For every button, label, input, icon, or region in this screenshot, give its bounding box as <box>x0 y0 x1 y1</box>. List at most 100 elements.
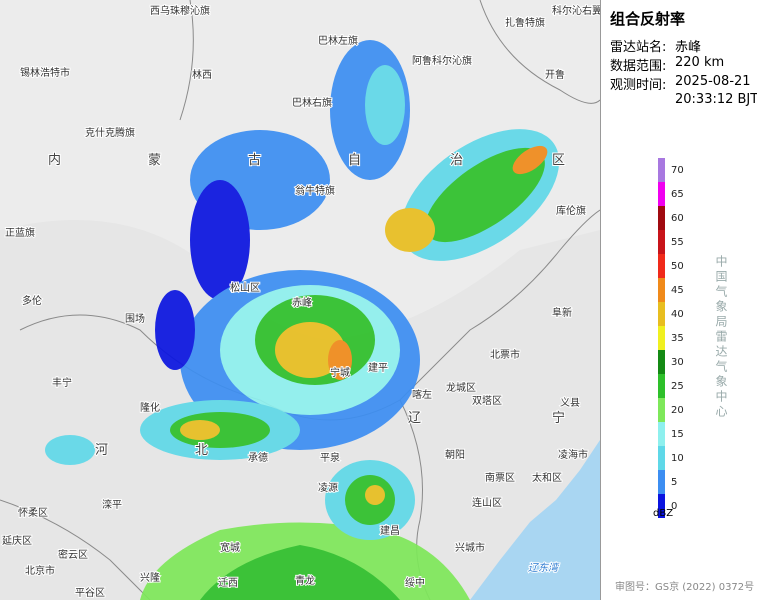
legend-swatch <box>658 182 665 206</box>
place-label: 扎鲁特旗 <box>505 16 545 29</box>
legend-swatch <box>658 374 665 398</box>
place-label: 赤峰 <box>292 297 312 309</box>
legend-swatch <box>658 470 665 494</box>
time: 20:33:12 BJT <box>675 92 757 107</box>
legend-label: 70 <box>671 165 684 176</box>
place-label: 龙城区 <box>446 381 476 394</box>
legend-label: 60 <box>671 213 684 224</box>
radar-echoes <box>45 40 560 600</box>
place-label: 治 <box>450 153 463 168</box>
place-label: 绥中 <box>405 576 425 589</box>
place-label: 义县 <box>560 397 580 409</box>
approval: 审图号：GS京 (2022) 0372号 <box>615 582 755 593</box>
place-label: 西乌珠穆沁旗 <box>150 4 210 17</box>
legend-swatch <box>658 398 665 422</box>
legend-swatch <box>658 278 665 302</box>
legend-label: 40 <box>671 309 684 320</box>
place-label: 开鲁 <box>545 68 565 81</box>
place-label: 内 <box>48 152 61 168</box>
place-label: 阿鲁科尔沁旗 <box>412 54 472 67</box>
legend-label: 15 <box>671 429 684 440</box>
legend-label: 30 <box>671 357 684 368</box>
legend-label: 0 <box>671 501 678 512</box>
place-label: 库伦旗 <box>556 204 586 217</box>
place-label: 多伦 <box>22 294 42 307</box>
map: 西乌珠穆沁旗扎鲁特旗科尔沁右翼中旗巴林左旗阿鲁科尔沁旗锡林浩特市 林西 开鲁巴林右旗… <box>0 0 600 600</box>
place-label: 宁城 <box>330 366 350 379</box>
place-label: 辽东湾 <box>528 562 560 574</box>
place-label: 平谷区 <box>75 587 105 599</box>
place-label: 区 <box>552 153 565 168</box>
legend-swatch <box>658 494 665 518</box>
place-label: 兴城市 <box>455 541 485 554</box>
legend-label: 20 <box>671 405 684 416</box>
place-label: 辽 <box>408 411 421 426</box>
place-label: 南票区 <box>485 471 515 484</box>
place-label: 科尔沁右翼中旗 <box>552 4 600 17</box>
place-label: 承德 <box>248 451 268 464</box>
place-label: 巴林右旗 <box>292 96 332 109</box>
place-label: 迁西 <box>218 577 238 589</box>
place-label: 宽城 <box>220 541 240 554</box>
place-label: 怀柔区 <box>18 507 48 519</box>
time-label: 观测时间: <box>610 78 667 93</box>
place-label: 巴林左旗 <box>318 34 358 47</box>
range-label: 数据范围: <box>610 59 667 74</box>
legend-label: 50 <box>671 261 684 272</box>
place-label: 克什克腾旗 <box>85 126 135 139</box>
panel-title: 组合反射率 <box>610 10 686 28</box>
place-label: 青龙 <box>295 574 315 587</box>
place-label: 太和区 <box>532 471 562 484</box>
place-label: 古 <box>248 153 261 168</box>
legend-swatch <box>658 302 665 326</box>
place-label: 阜新 <box>552 306 572 319</box>
place-label: 围场 <box>125 312 145 325</box>
place-label: 兴隆 <box>140 571 160 584</box>
place-label: 丰宁 <box>52 376 72 389</box>
place-label: 北票市 <box>490 348 520 361</box>
legend-swatch <box>658 230 665 254</box>
place-label: 河 <box>95 443 108 458</box>
place-label: 喀左 <box>412 388 432 401</box>
place-label: 北京市 <box>25 564 55 577</box>
station: 赤峰 <box>675 40 702 55</box>
date: 2025-08-21 <box>675 74 751 89</box>
place-label: 林西 <box>192 68 212 81</box>
legend-unit: dBZ <box>653 508 674 519</box>
legend-swatch <box>658 206 665 230</box>
sea <box>470 440 600 600</box>
agency: 中国气象局雷达气象中心 <box>714 255 728 420</box>
place-label: 隆化 <box>140 401 160 414</box>
place-label: 凌源 <box>318 481 338 494</box>
legend-label: 45 <box>671 285 684 296</box>
info-panel: 组合反射率 雷达站名: 赤峰 数据范围: 220 km 观测时间: 2025-0… <box>600 0 757 600</box>
place-label: 滦平 <box>102 498 122 511</box>
place-label: 锡林浩特市 <box>20 66 70 79</box>
place-label: 延庆区 <box>2 534 32 547</box>
legend-swatch <box>658 158 665 182</box>
place-label: 密云区 <box>58 548 88 561</box>
place-label: 正蓝旗 <box>5 226 35 239</box>
legend-swatch <box>658 350 665 374</box>
legend-swatch <box>658 254 665 278</box>
place-label: 凌海市 <box>558 448 588 461</box>
place-label: 双塔区 <box>472 394 502 407</box>
station-label: 雷达站名: <box>610 40 667 55</box>
place-label: 朝阳 <box>445 449 465 461</box>
legend-label: 25 <box>671 381 684 392</box>
place-label: 北 <box>195 443 208 458</box>
place-label: 建平 <box>368 361 388 374</box>
place-label: 连山区 <box>472 496 502 509</box>
legend-label: 55 <box>671 237 684 248</box>
map-labels: 西乌珠穆沁旗扎鲁特旗科尔沁右翼中旗巴林左旗阿鲁科尔沁旗锡林浩特市 林西 开鲁巴林右旗… <box>1 3 600 600</box>
legend-label: 10 <box>671 453 684 464</box>
place-label: 平泉 <box>320 451 340 464</box>
place-label: 翁牛特旗 <box>295 184 335 197</box>
place-label: 自 <box>348 153 361 168</box>
place-label: 松山区 <box>230 281 260 294</box>
place-label: 宁 <box>552 410 565 426</box>
range: 220 km <box>675 55 725 70</box>
legend-label: 5 <box>671 477 678 488</box>
legend-label: 65 <box>671 189 684 200</box>
